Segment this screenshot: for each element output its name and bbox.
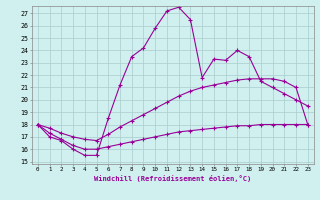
X-axis label: Windchill (Refroidissement éolien,°C): Windchill (Refroidissement éolien,°C) [94,175,252,182]
